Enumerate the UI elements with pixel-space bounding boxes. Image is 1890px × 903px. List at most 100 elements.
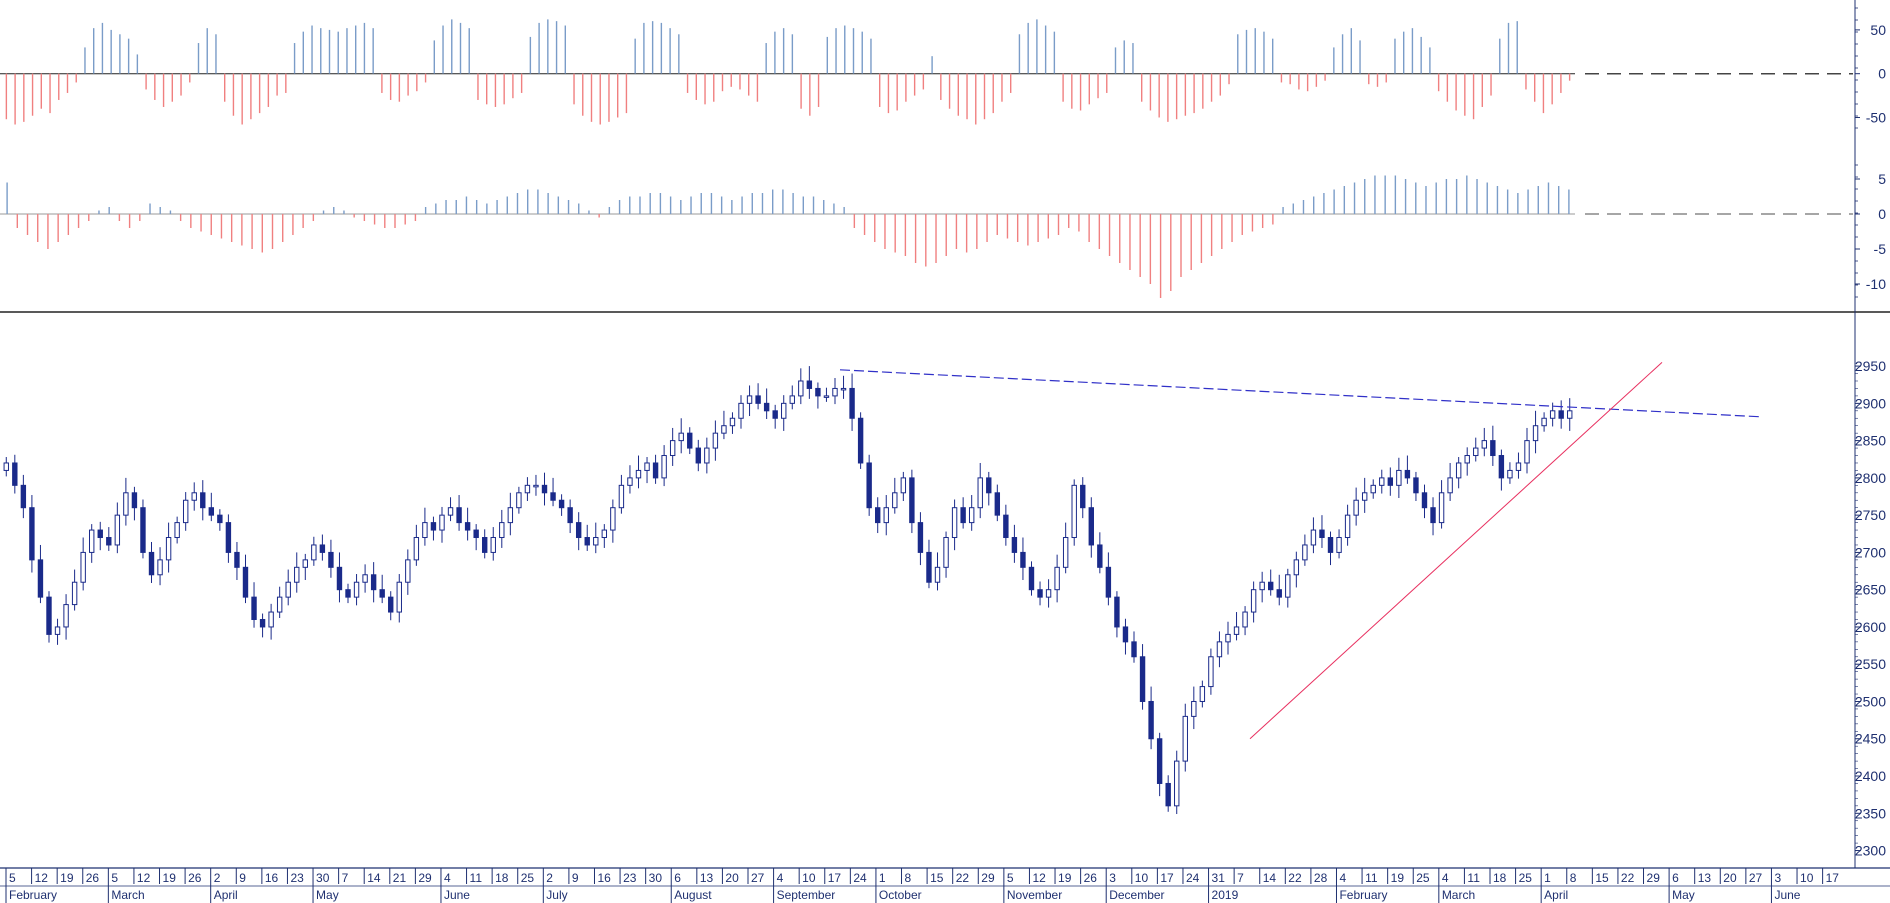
candle-body-up <box>1208 656 1214 688</box>
candle-body-up <box>1054 566 1060 591</box>
candle-body-up <box>1071 484 1077 539</box>
month-label: February <box>9 888 57 902</box>
candle-body-up <box>1541 417 1547 427</box>
date-tick-label: 5 <box>9 871 16 885</box>
candle-body-up <box>1370 484 1376 494</box>
date-tick-label: 26 <box>86 871 100 885</box>
date-tick-label: 6 <box>1672 871 1679 885</box>
date-tick-label: 4 <box>444 871 451 885</box>
candle-body-down <box>763 402 770 412</box>
month-label: June <box>444 888 470 902</box>
candle-body-down <box>1097 544 1103 568</box>
candle-body-up <box>1174 760 1180 807</box>
month-label: February <box>1339 888 1387 902</box>
candle-body-down <box>456 507 462 524</box>
candle-body-up <box>499 522 505 539</box>
date-tick-label: 19 <box>1391 871 1405 885</box>
candle-body-down <box>558 499 565 509</box>
candle-body-up <box>712 432 719 449</box>
candle-body-up <box>1045 589 1052 598</box>
time-axis: 5 12 19 26 5 12 19 26 2 9 16 23 30 7 14 21 29 4 11 18 25 2 9 16… <box>0 867 1890 903</box>
candle-body-up <box>1225 633 1231 643</box>
candle-body-up <box>832 387 838 397</box>
candle-body-down <box>1114 596 1120 628</box>
candle-body-down <box>926 551 932 583</box>
candle-body-up <box>71 581 78 606</box>
candle-body-up <box>593 537 599 546</box>
candle-body-down <box>20 484 27 509</box>
candle-body-up <box>1259 581 1265 591</box>
candle-body-down <box>806 380 813 389</box>
date-tick-label: 20 <box>725 871 739 885</box>
candle-body-up <box>413 537 420 561</box>
candle-body-up <box>883 507 889 524</box>
date-tick-label: 19 <box>60 871 74 885</box>
candle-body-up <box>1361 492 1368 501</box>
date-tick-label: 23 <box>623 871 637 885</box>
mid-y-tick-label: -10 <box>1866 276 1886 292</box>
candle-body-up <box>789 395 795 404</box>
candle-body-up <box>1344 514 1351 539</box>
candle-body-up <box>1455 462 1462 479</box>
candle-body-down <box>1131 641 1137 658</box>
date-tick-label: 12 <box>35 871 49 885</box>
date-tick-label: 8 <box>1570 871 1577 885</box>
candle-body-up <box>1191 700 1197 717</box>
candle-body-down <box>225 522 232 553</box>
date-tick-label: 7 <box>1237 871 1244 885</box>
date-tick-label: 17 <box>1826 871 1840 885</box>
candle-body-down <box>131 492 138 509</box>
price-y-tick-label: 2350 <box>1855 805 1886 821</box>
price-y-tick-label: 2550 <box>1855 656 1886 672</box>
price-y-tick-label: 2300 <box>1855 843 1886 859</box>
candle-body-up <box>311 544 317 561</box>
candle-body-down <box>345 589 351 598</box>
date-tick-label: 14 <box>367 871 381 885</box>
candle-body-down <box>1327 537 1334 553</box>
candle-body-down <box>1319 529 1325 539</box>
candle-body-up <box>268 611 274 628</box>
candle-body-down <box>849 387 855 419</box>
mid-y-tick-label: -5 <box>1874 241 1887 257</box>
candle-body-down <box>208 507 215 516</box>
date-tick-label: 12 <box>137 871 151 885</box>
date-tick-label: 21 <box>393 871 407 885</box>
candle-body-down <box>370 574 377 591</box>
candle-body-down <box>815 387 821 397</box>
candle-body-up <box>601 529 608 539</box>
candle-body-up <box>1336 537 1342 553</box>
candle-body-up <box>704 447 710 464</box>
candle-body-down <box>772 410 778 419</box>
mid-y-tick-label: 0 <box>1878 206 1886 222</box>
candle-body-up <box>182 499 189 524</box>
candle-body-up <box>661 455 667 479</box>
candle-body-up <box>823 395 830 398</box>
candle-body-down <box>755 395 761 404</box>
price-y-tick-label: 2400 <box>1855 768 1886 784</box>
candle-body-up <box>285 581 291 598</box>
mid-y-tick-label: 5 <box>1878 171 1886 187</box>
date-tick-label: 22 <box>1621 871 1635 885</box>
candle-body-up <box>943 537 949 568</box>
date-tick-label: 13 <box>1698 871 1712 885</box>
date-tick-label: 4 <box>1442 871 1449 885</box>
candle-body-up <box>618 484 625 509</box>
candle-body-up <box>1464 455 1470 464</box>
date-tick-label: 4 <box>777 871 784 885</box>
candle-body-down <box>695 447 701 464</box>
month-label: April <box>214 888 238 902</box>
date-tick-label: 16 <box>597 871 611 885</box>
month-label: May <box>1672 888 1695 902</box>
date-tick-label: 11 <box>470 871 483 885</box>
candle-body-up <box>840 387 847 391</box>
candle-body-down <box>259 618 266 628</box>
top-oscillator-panel <box>0 19 1853 125</box>
candle-body-down <box>473 529 479 539</box>
month-label: March <box>1442 888 1475 902</box>
date-tick-label: 20 <box>1723 871 1737 885</box>
month-label: August <box>674 888 712 902</box>
candle-body-down <box>1080 484 1086 509</box>
candle-body-up <box>174 522 180 539</box>
candle-body-down <box>1156 738 1163 784</box>
